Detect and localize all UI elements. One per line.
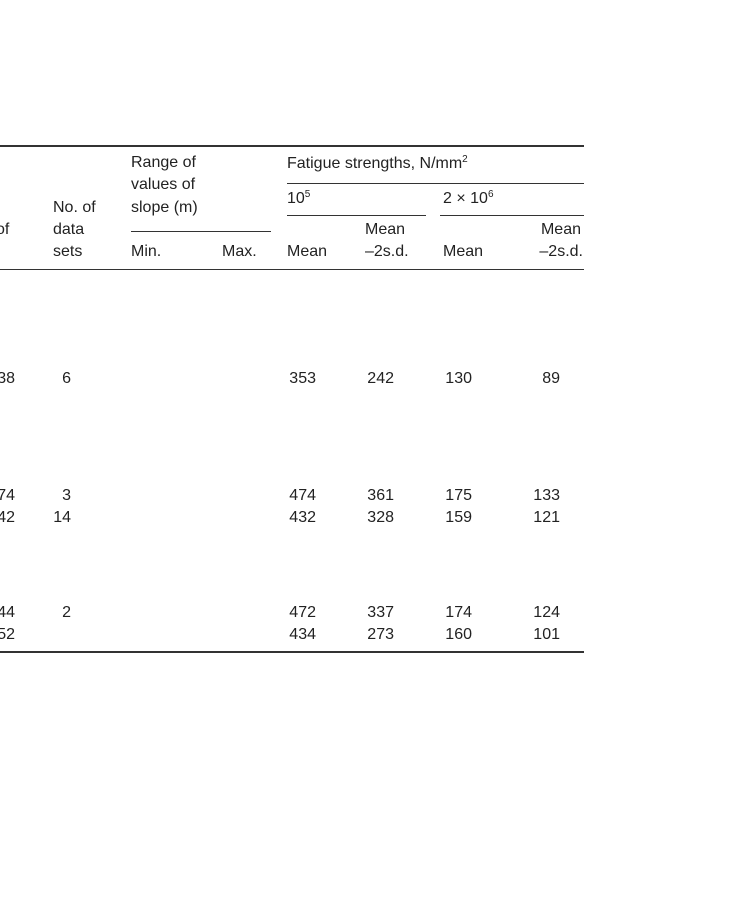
cycles-1e5-header: 105 [287, 189, 311, 208]
slope-range-header-1: Range of [131, 154, 196, 171]
mean-2sd-header-2e6-1: Mean [540, 221, 581, 238]
mean-2sd-header-1e5-1: Mean [365, 221, 406, 238]
cell-partial: 42 [0, 509, 15, 526]
fatigue-strengths-header: Fatigue strengths, N/mm2 [287, 154, 468, 173]
cell-mean-2e6: 174 [445, 604, 472, 621]
cycles-2e6-header: 2 × 106 [443, 189, 494, 208]
mean-2sd-header-1e5-2: –2s.d. [365, 243, 409, 260]
cell-mean-1e5: 353 [289, 370, 316, 387]
data-sets-header-1: No. of [53, 199, 96, 216]
cell-partial: 38 [0, 370, 15, 387]
slope-max-header: Max. [222, 243, 257, 260]
cell-data-sets: 14 [53, 509, 71, 526]
cell-partial: 74 [0, 487, 15, 504]
cell-data-sets: 3 [62, 487, 71, 504]
cell-mean-1e5: 432 [289, 509, 316, 526]
data-sets-header-2: data [53, 221, 85, 238]
cell-mean2sd-1e5: 328 [367, 509, 394, 526]
cell-mean-2e6: 160 [445, 626, 472, 643]
cell-mean-2e6: 130 [445, 370, 472, 387]
table-top-rule [0, 145, 584, 147]
cell-mean2sd-2e6: 124 [533, 604, 560, 621]
cell-mean2sd-2e6: 101 [533, 626, 560, 643]
cell-mean-1e5: 472 [289, 604, 316, 621]
mean-header-1e5: Mean [287, 243, 328, 260]
cell-mean-2e6: 175 [445, 487, 472, 504]
cell-partial: 52 [0, 626, 15, 643]
cell-data-sets: 2 [62, 604, 71, 621]
cell-mean-1e5: 434 [289, 626, 316, 643]
partial-column-header: of [0, 221, 10, 238]
cell-mean-1e5: 474 [289, 487, 316, 504]
cell-mean2sd-2e6: 121 [533, 509, 560, 526]
mean-2sd-header-2e6-2: –2s.d. [539, 243, 583, 260]
header-bottom-rule [0, 269, 584, 270]
slope-range-header-3: slope (m) [131, 199, 198, 216]
slope-min-header: Min. [131, 243, 162, 260]
slope-range-rule [131, 231, 271, 232]
cell-mean2sd-2e6: 89 [542, 370, 560, 387]
cell-mean2sd-1e5: 242 [367, 370, 394, 387]
mean-header-2e6: Mean [443, 243, 484, 260]
cell-data-sets: 6 [62, 370, 71, 387]
table-bottom-rule [0, 651, 584, 653]
cycles-1e5-rule [287, 215, 426, 216]
cell-mean2sd-1e5: 273 [367, 626, 394, 643]
slope-range-header-2: values of [131, 176, 196, 193]
cell-mean2sd-1e5: 361 [367, 487, 394, 504]
fatigue-group-rule [287, 183, 584, 184]
cell-mean2sd-1e5: 337 [367, 604, 394, 621]
cycles-2e6-rule [440, 215, 584, 216]
cell-mean2sd-2e6: 133 [533, 487, 560, 504]
cell-partial: 44 [0, 604, 15, 621]
cell-mean-2e6: 159 [445, 509, 472, 526]
data-sets-header-3: sets [53, 243, 83, 260]
